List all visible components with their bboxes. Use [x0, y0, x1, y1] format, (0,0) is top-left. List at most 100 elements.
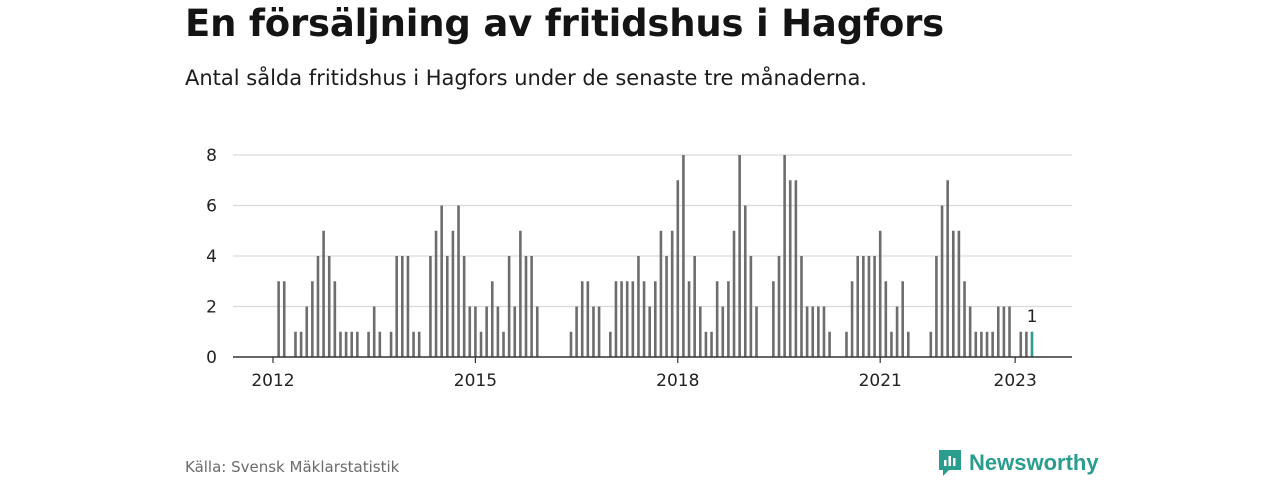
bar	[946, 180, 949, 357]
bar	[1019, 331, 1023, 357]
bar	[884, 281, 888, 357]
bar	[299, 331, 303, 357]
bar	[732, 230, 736, 357]
source-note: Källa: Svensk Mäklarstatistik	[185, 458, 400, 476]
bar	[378, 331, 382, 357]
bar	[524, 256, 528, 357]
y-tick-label: 6	[206, 197, 217, 217]
bar	[654, 281, 657, 357]
bar	[693, 256, 696, 357]
bar	[968, 306, 972, 357]
bar	[755, 306, 758, 357]
bar	[850, 281, 854, 357]
bar	[401, 256, 404, 357]
bar	[817, 306, 820, 357]
bar	[530, 256, 533, 357]
bar	[502, 331, 505, 357]
bar	[327, 256, 331, 357]
bar	[862, 256, 865, 357]
bar	[462, 256, 466, 357]
bar	[417, 331, 421, 357]
bar	[311, 281, 314, 357]
y-tick-label: 4	[206, 247, 217, 267]
bar	[777, 256, 781, 357]
bar	[294, 331, 297, 357]
bar	[665, 256, 668, 357]
bar	[940, 205, 944, 357]
bar	[805, 306, 809, 357]
bar	[575, 306, 578, 357]
bar	[951, 230, 955, 357]
chart-title: En försäljning av fritidshus i Hagfors	[185, 2, 944, 45]
bar	[710, 331, 713, 357]
bar	[490, 281, 494, 357]
brand-logo[interactable]: Newsworthy	[937, 448, 1099, 478]
bar	[890, 331, 893, 357]
bar	[1002, 306, 1006, 357]
bar	[339, 331, 342, 357]
bar	[507, 256, 511, 357]
bar	[867, 256, 871, 357]
highlight-bar	[1030, 331, 1034, 357]
bar	[479, 331, 483, 357]
bar	[277, 281, 280, 357]
bar	[395, 256, 398, 357]
bar	[670, 230, 674, 357]
bar	[783, 155, 786, 357]
bar-chart: 0 2 4 6 8 1 2012 2015 2018 2021 2023	[206, 146, 1072, 391]
bar	[496, 306, 500, 357]
bar	[356, 331, 359, 357]
bar	[929, 331, 933, 357]
x-tick-label: 2012	[251, 371, 294, 391]
bar	[485, 306, 488, 357]
bar	[406, 256, 410, 357]
bar	[620, 281, 623, 357]
bar	[828, 331, 831, 357]
bar	[907, 331, 910, 357]
bar	[451, 230, 455, 357]
bar	[440, 205, 443, 357]
bar	[794, 180, 798, 357]
bar	[985, 331, 989, 357]
bar	[738, 155, 741, 357]
bar	[901, 281, 904, 357]
bar	[474, 306, 477, 357]
x-tick-label: 2015	[454, 371, 497, 391]
bar	[350, 331, 354, 357]
bar	[322, 230, 325, 357]
x-tick-label: 2018	[656, 371, 699, 391]
bar	[974, 331, 978, 357]
y-tick-label: 2	[206, 298, 217, 318]
bar	[535, 306, 539, 357]
bar	[305, 306, 309, 357]
bar	[457, 205, 460, 357]
x-tick-label: 2021	[859, 371, 902, 391]
bar	[800, 256, 803, 357]
bar	[845, 331, 848, 357]
bar	[715, 281, 719, 357]
bar	[513, 306, 517, 357]
bar	[743, 205, 747, 357]
bar	[344, 331, 348, 357]
bar	[788, 180, 792, 357]
bar	[389, 331, 393, 357]
bar	[772, 281, 775, 357]
brand-name: Newsworthy	[969, 450, 1099, 475]
bar	[642, 281, 646, 357]
bar	[586, 281, 590, 357]
highlight-value-label: 1	[1027, 307, 1038, 327]
bar	[749, 256, 753, 357]
bar	[445, 256, 449, 357]
bar	[1025, 331, 1028, 357]
y-tick-label: 0	[206, 348, 217, 368]
bar	[721, 306, 725, 357]
bar	[429, 256, 432, 357]
bar	[822, 306, 826, 357]
bar	[676, 180, 680, 357]
bar	[935, 256, 938, 357]
bar	[1008, 306, 1011, 357]
bar	[592, 306, 595, 357]
bar	[434, 230, 438, 357]
bar	[996, 306, 1000, 357]
bar	[878, 230, 882, 357]
